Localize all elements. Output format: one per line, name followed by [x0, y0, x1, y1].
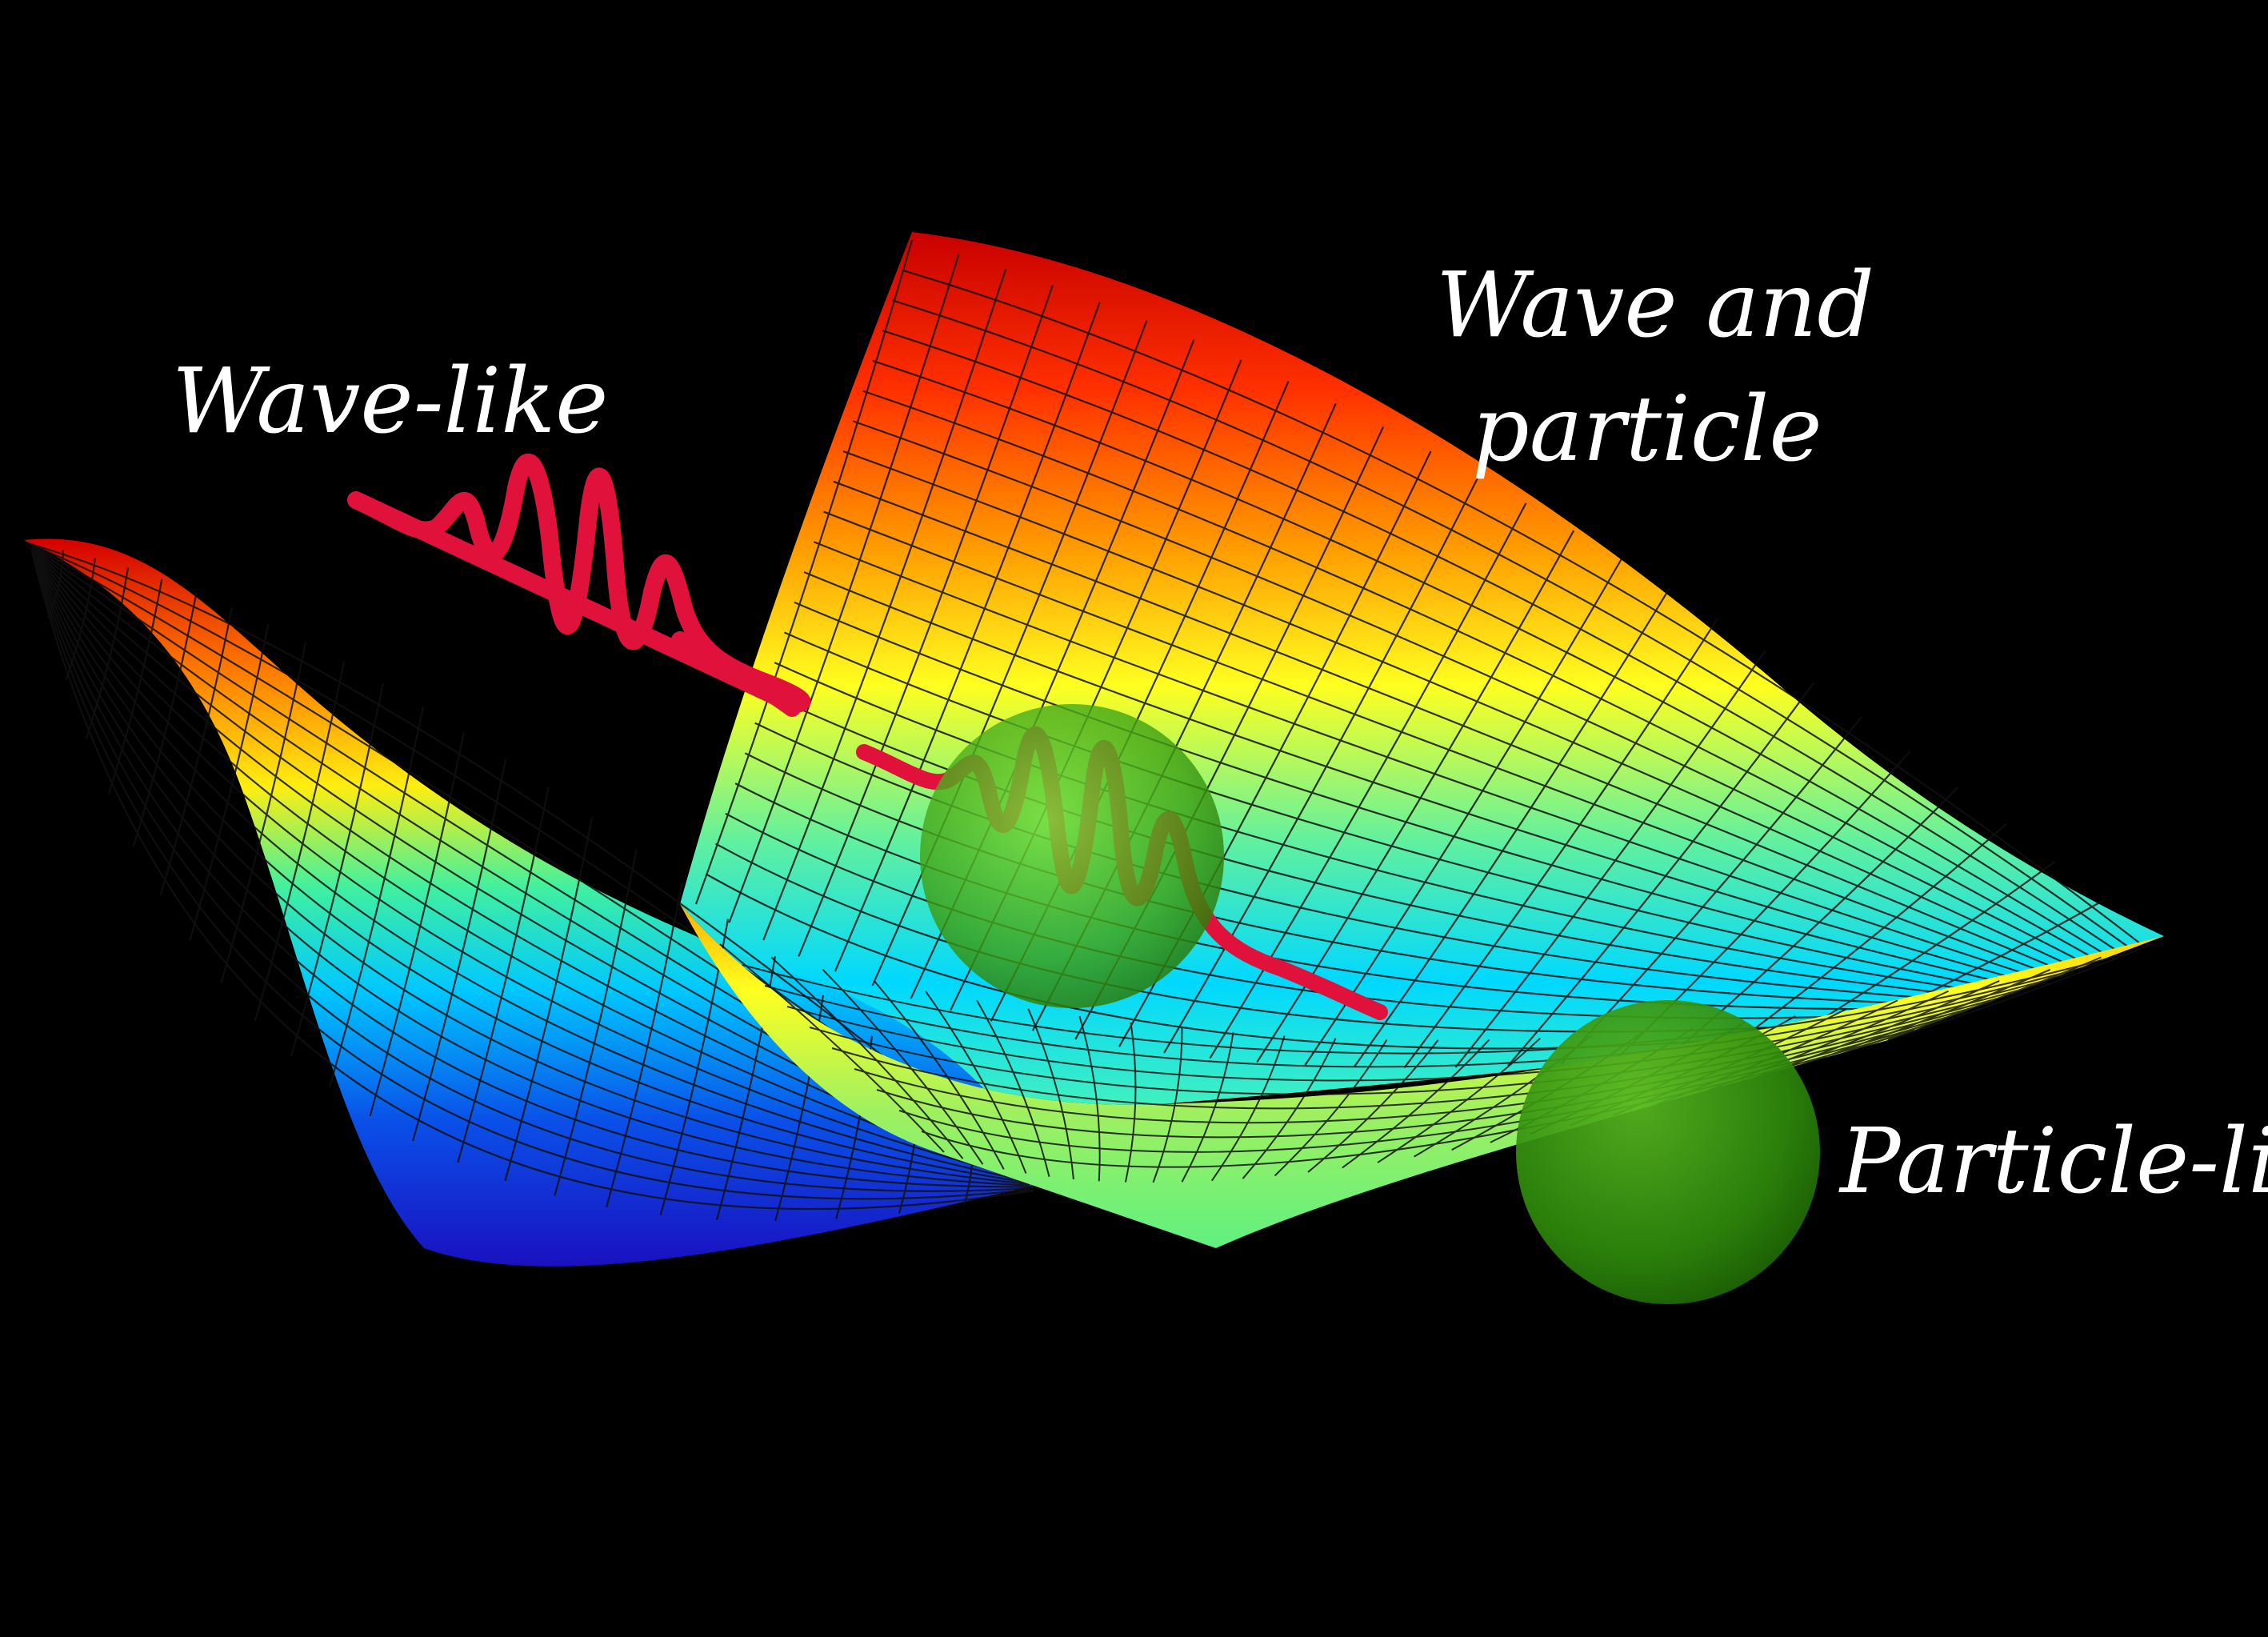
mesh-line [774, 662, 1994, 995]
mesh-line [762, 269, 1007, 941]
mesh-line [744, 752, 1961, 1007]
mesh-line [794, 601, 2018, 987]
mesh-line [107, 578, 163, 795]
mesh-line [31, 546, 1028, 1179]
mesh-line [220, 642, 307, 983]
mesh-line [831, 991, 2021, 1110]
label-wave-and-particle-line1: Wave and [1436, 254, 1874, 358]
wave-packet-icon [347, 453, 811, 713]
mesh-line [764, 691, 1983, 999]
mesh-line [31, 548, 1030, 1184]
mesh-line [1027, 1008, 1074, 1180]
mesh-line [1353, 587, 1670, 1068]
label-wave-like: Wave-like [172, 350, 608, 454]
mesh-line [852, 420, 2085, 964]
particle-sphere-icon [920, 704, 1224, 1008]
mesh-line [457, 787, 550, 1163]
mesh-line [1887, 943, 2153, 1041]
mesh-line [1403, 618, 1718, 1069]
mesh-line [742, 953, 2126, 1055]
mesh-line [504, 817, 594, 1182]
mesh-line [854, 1001, 1994, 1124]
mesh-line [892, 299, 2130, 949]
mesh-line [902, 269, 2142, 945]
mesh-line [30, 550, 1031, 1192]
mesh-line [798, 285, 1054, 957]
mesh-line [411, 758, 507, 1142]
wave-packet-tail [671, 631, 801, 717]
mesh-line [30, 549, 1030, 1187]
mesh-line [871, 320, 1148, 987]
mesh-line [31, 546, 1028, 1180]
mesh-line [30, 551, 1032, 1211]
mesh-line [189, 623, 270, 941]
mesh-line [719, 943, 945, 1153]
mesh-line [1209, 502, 1527, 1059]
mesh-line [30, 550, 1032, 1200]
mesh-line [328, 706, 424, 1088]
mesh-line [842, 450, 2074, 968]
mesh-line [872, 359, 2108, 957]
mesh-line [1163, 476, 1479, 1054]
mesh-line [784, 631, 2006, 991]
mesh-line [976, 999, 1050, 1177]
mesh-line [813, 541, 2040, 979]
mesh-line [770, 956, 964, 1159]
mesh-line [764, 963, 2100, 1068]
mesh-line [369, 731, 466, 1117]
mesh-line [809, 982, 2047, 1095]
mesh-line [873, 980, 1005, 1170]
mesh-line [833, 480, 2062, 972]
mesh-line [728, 254, 960, 923]
mesh-line [786, 972, 2074, 1082]
mesh-line [290, 683, 384, 1057]
mesh-line [159, 606, 234, 896]
mesh-line [606, 883, 683, 1208]
mesh-line [754, 722, 1972, 1003]
particle-sphere-icon [1516, 1000, 1820, 1304]
label-wave-and-particle-line2: particle [1472, 378, 1822, 482]
mesh-line [803, 570, 2029, 983]
mesh-line [31, 548, 1029, 1183]
label-particle-like: Particle-like [1838, 1110, 2268, 1214]
mesh-line [1454, 650, 1766, 1068]
mesh-line [254, 661, 346, 1022]
mesh-line [694, 239, 914, 905]
mesh-line [882, 330, 2119, 953]
mesh-line [834, 302, 1101, 972]
mesh-line [30, 550, 1030, 1188]
mesh-line [862, 390, 2097, 960]
mesh-line [85, 567, 130, 739]
mesh-line [822, 969, 984, 1165]
mesh-line [30, 549, 1030, 1186]
mesh-line [132, 592, 198, 847]
mesh-line [823, 510, 2051, 975]
mesh-line [31, 547, 1029, 1182]
mesh-line [925, 991, 1027, 1174]
mesh-line [554, 850, 638, 1196]
